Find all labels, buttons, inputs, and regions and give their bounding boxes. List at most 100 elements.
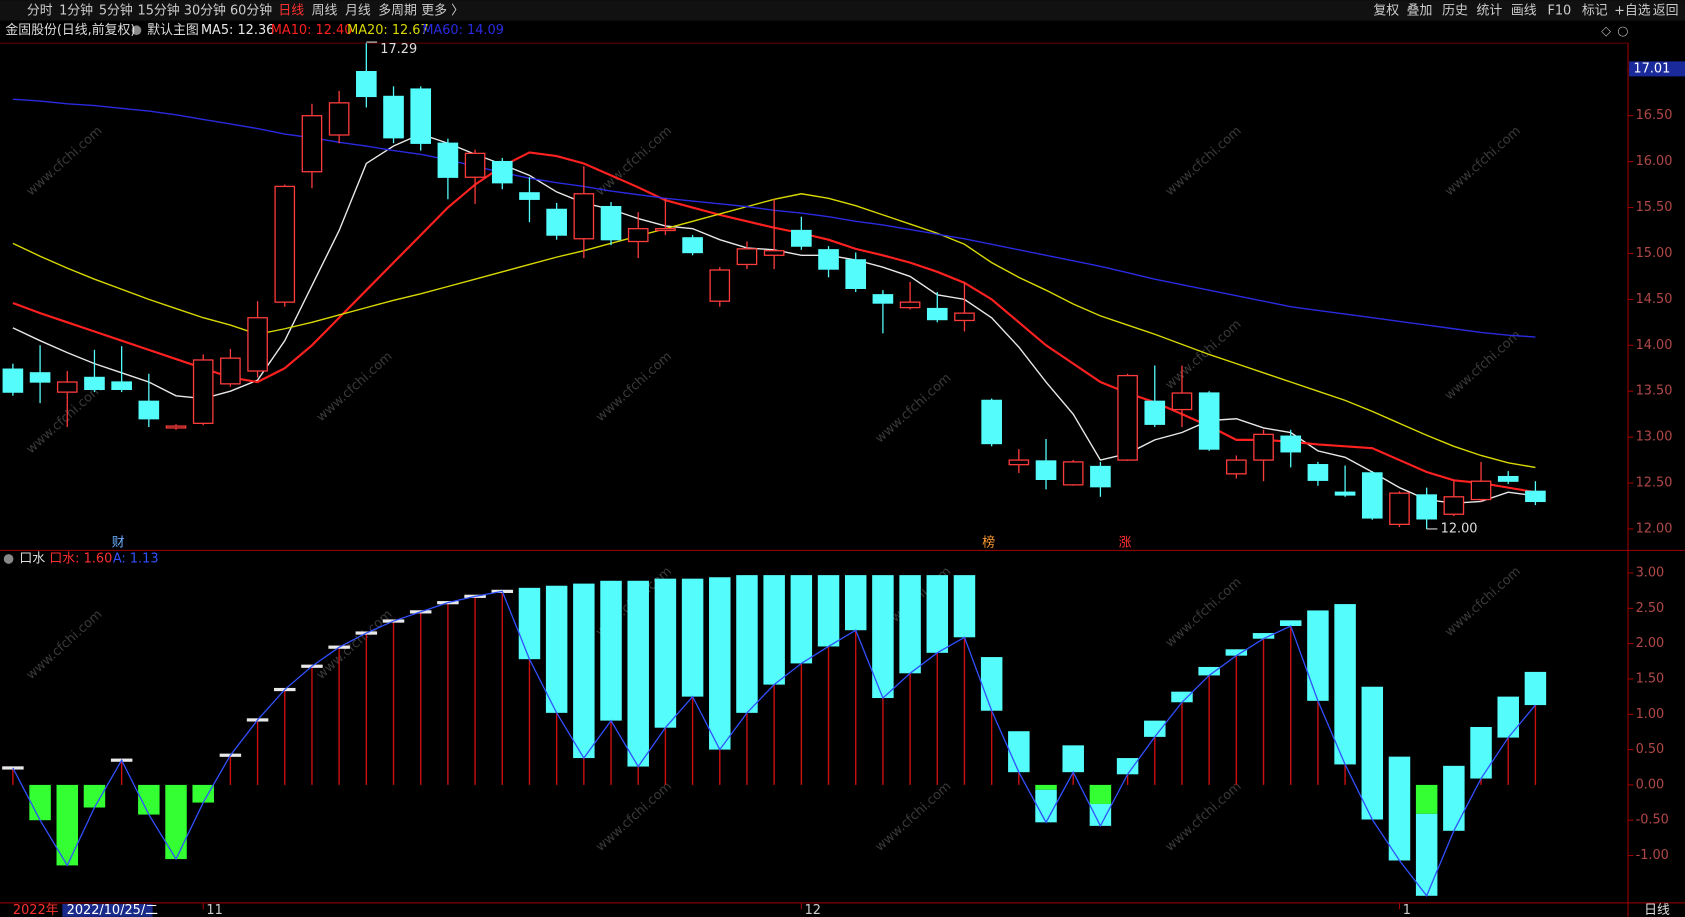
candle-body (464, 152, 486, 178)
cursor-date: 2022/10/25/二 (67, 903, 159, 917)
indicator-box (1334, 604, 1356, 765)
candle-body (899, 301, 921, 309)
icon[interactable] (131, 25, 142, 36)
annotation: 17.29 (380, 42, 417, 57)
toolbar-item[interactable]: 日线 (278, 3, 304, 18)
indicator-box (573, 583, 595, 759)
candle-body (1117, 374, 1138, 461)
indicator-box (709, 577, 731, 750)
y-tick-label: 14.00 (1636, 338, 1673, 353)
y-tick-label: -0.50 (1636, 813, 1669, 828)
indicator-box (1062, 745, 1084, 773)
toolbar-item[interactable]: 月线 (345, 3, 371, 18)
indicator-box (1198, 666, 1220, 676)
indicator-box (1252, 633, 1275, 639)
candle-body (192, 359, 214, 424)
template[interactable]: 默认主图 (147, 22, 199, 38)
indicator-box (844, 575, 867, 631)
candle-body (926, 307, 948, 321)
toolbar-item[interactable]: 画线 (1511, 3, 1537, 18)
candle-body (1144, 400, 1166, 425)
indicator-box (736, 575, 758, 713)
candle-body (682, 237, 703, 254)
y-tick-label: 0.50 (1636, 742, 1665, 757)
indicator-box (1497, 696, 1519, 738)
toolbar-item[interactable]: 复权 (1373, 2, 1399, 18)
indicator-box (1361, 686, 1384, 820)
event-marker[interactable]: 涨 (1119, 535, 1132, 550)
toolbar-item[interactable]: 返回 (1653, 3, 1679, 18)
toolbar-item[interactable]: 5分钟 (99, 2, 133, 18)
candle-body (247, 317, 268, 372)
indicator-box (1144, 720, 1166, 737)
icon[interactable]: ○ (1617, 24, 1628, 39)
candle-body (736, 248, 758, 266)
candle-body (1470, 480, 1492, 501)
candle-body (1198, 392, 1220, 450)
candle-body (56, 381, 78, 393)
candle-body (655, 228, 676, 232)
candle-body (981, 399, 1002, 445)
y-tick-label: 1.50 (1636, 671, 1665, 686)
legend-item: A: 1.13 (113, 551, 159, 566)
toolbar-item[interactable]: 60分钟 (230, 2, 272, 18)
y-tick-label: 2.00 (1636, 636, 1665, 651)
indicator-box (763, 575, 785, 685)
candle-body (791, 229, 812, 247)
candle-body (1062, 461, 1084, 486)
y-tick-label: 16.00 (1636, 154, 1673, 169)
candle-body (573, 193, 595, 240)
candle-body (1525, 490, 1546, 503)
icon[interactable] (3, 554, 14, 564)
toolbar-item[interactable]: 多周期 (378, 3, 417, 18)
indicator-box (627, 580, 649, 767)
y-tick-label: 0.00 (1636, 777, 1665, 792)
candle-body (1307, 464, 1329, 481)
toolbar-item[interactable]: 周线 (312, 3, 338, 18)
candle-body (1361, 472, 1383, 519)
negative-bar (138, 784, 160, 815)
candle-body (845, 259, 867, 289)
negative-bar (29, 784, 51, 821)
toolbar-item[interactable]: F10 (1547, 3, 1571, 18)
indicator-box (1171, 691, 1193, 703)
x-tick-label: 1 (1403, 903, 1411, 917)
indicator-box (654, 578, 677, 728)
toolbar (0, 0, 1685, 21)
event-marker[interactable]: 榜 (982, 534, 995, 550)
candle-body (1443, 496, 1465, 515)
y-tick-label: 2.50 (1636, 601, 1665, 616)
toolbar-item[interactable]: 统计 (1477, 3, 1503, 18)
negative-bar (1089, 784, 1112, 804)
x-tick-label: 12 (805, 903, 821, 917)
toolbar-item[interactable]: 叠加 (1407, 3, 1433, 18)
indicator-box (1008, 731, 1030, 773)
y-tick-label: 13.50 (1636, 384, 1673, 399)
negative-bar (165, 784, 187, 860)
candle-body (220, 357, 241, 385)
indicator-box (980, 657, 1003, 711)
candle-body (2, 368, 24, 393)
legend-item: 口水: 1.60 (49, 551, 112, 566)
negative-bar (83, 784, 106, 808)
toolbar-item[interactable]: 更多 〉 (421, 3, 464, 18)
negative-bar (56, 784, 79, 866)
legend-item: MA10: 12.40 (271, 23, 353, 38)
candle-body (763, 250, 785, 256)
event-marker[interactable]: 财 (112, 535, 125, 550)
toolbar-item[interactable]: 30分钟 (184, 2, 226, 18)
toolbar-item[interactable]: +自选 (1614, 3, 1651, 18)
candle-body (546, 208, 567, 236)
toolbar-item[interactable]: 分时 (27, 3, 53, 18)
indicator-box (600, 580, 622, 721)
toolbar-item[interactable]: 历史 (1442, 3, 1468, 18)
icon[interactable]: ◇ (1601, 24, 1611, 39)
toolbar-item[interactable]: 1分钟 (59, 2, 93, 18)
candle-body (138, 400, 160, 420)
y-tick-label: 16.50 (1636, 108, 1673, 123)
toolbar-item[interactable]: 标记 (1582, 3, 1608, 18)
indicator-box (1089, 803, 1112, 826)
candle-body (1171, 392, 1193, 411)
toolbar-item[interactable]: 15分钟 (138, 2, 180, 18)
indicator-box (899, 575, 921, 674)
